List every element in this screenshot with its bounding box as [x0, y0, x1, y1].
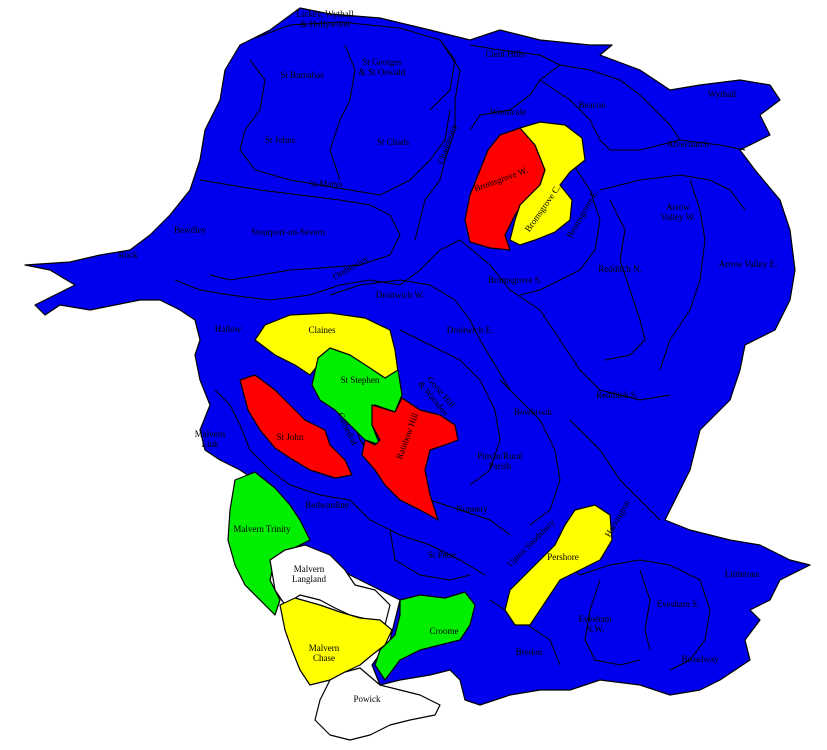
- ward-label-nunnery: Nunnery: [456, 504, 488, 514]
- ward-label-st-chads: St Chads: [377, 137, 410, 147]
- region-bromsgrove-c: [509, 121, 586, 246]
- region-croome: [374, 591, 476, 681]
- ward-label-bowbrook: Bowbrook: [514, 407, 552, 417]
- ward-label-bewdley: Bewdley: [174, 225, 206, 235]
- ward-label-st-peter: St Peter: [428, 550, 456, 560]
- region-powick: [314, 667, 441, 741]
- ward-label-arrow-valley-w: Arrow Valley W.: [661, 202, 696, 222]
- ward-label-lickey: Lickey, Wythall & Hollywood: [296, 9, 354, 29]
- ward-label-clent-hills: Clent Hills: [485, 49, 525, 59]
- ward-label-pershore: Pershore: [547, 552, 579, 562]
- ward-label-stourport: Stourport-on-Severn: [251, 227, 325, 237]
- ward-label-rock: Rock: [119, 250, 138, 260]
- region-malvern-trinity: [227, 471, 311, 616]
- ward-label-redditch-s: Redditch S.: [596, 390, 638, 400]
- region-malvern-chase: [279, 597, 393, 686]
- ward-label-wythall: Wythall: [708, 89, 737, 99]
- ward-label-beacon: Beacon: [579, 100, 606, 110]
- ward-label-st-georges: St Georges & St Oswald: [359, 57, 406, 77]
- ward-label-arrow-valley-e: Arrow Valley E.: [719, 259, 778, 269]
- ward-label-littletons: Littletons: [725, 569, 760, 579]
- ward-label-st-marys: St Marys: [310, 179, 343, 189]
- ward-label-redditch-n: Redditch N.: [598, 264, 642, 274]
- region-main-body: [24, 7, 811, 706]
- ward-label-st-johns-k: St Johns: [265, 135, 296, 145]
- ward-label-croome: Croome: [430, 626, 459, 636]
- ward-label-broadway: Broadway: [682, 654, 719, 664]
- ward-label-st-john: St John: [277, 432, 304, 442]
- ward-label-claines: Claines: [309, 325, 336, 335]
- ward-label-malvern-link: Malvern Link: [195, 429, 226, 449]
- region-pershore: [504, 504, 613, 626]
- ward-label-alvechurch: Alvechurch: [667, 139, 709, 149]
- ward-label-bromsgrove-s: Bromsgrove S.: [488, 275, 542, 285]
- ward-label-malvern-langland: Malvern Langland: [292, 564, 326, 584]
- ward-label-evesham-s: Evesham S.: [657, 599, 700, 609]
- ward-label-st-barnabas: St Barnabas: [280, 70, 324, 80]
- ward-label-powick: Powick: [354, 694, 382, 704]
- region-st-stephen: [311, 347, 403, 446]
- ward-label-bredon: Bredon: [516, 647, 543, 657]
- region-rainbow-hill: [361, 397, 459, 521]
- ward-label-droitwich-e: Droitwich E.: [447, 325, 494, 335]
- ward-label-woodvale: Woodvale: [490, 107, 526, 117]
- ward-label-st-stephen: St Stephen: [341, 375, 380, 385]
- ward-label-malvern-chase: Malvern Chase: [309, 643, 340, 663]
- ward-label-malvern-trinity: Malvern Trinity: [233, 524, 291, 534]
- ward-label-bedwardine: Bedwardine: [305, 500, 348, 510]
- ward-boundaries: [174, 21, 746, 671]
- ward-label-hallow: Hallow: [215, 324, 242, 334]
- ward-label-droitwich-w: Droitwich W.: [376, 290, 425, 300]
- region-st-john: [239, 374, 353, 479]
- ward-label-pinvin: Pinvin/Rural Parish: [477, 451, 524, 471]
- ward-label-evesham-n: Evesham N.W.: [579, 614, 612, 634]
